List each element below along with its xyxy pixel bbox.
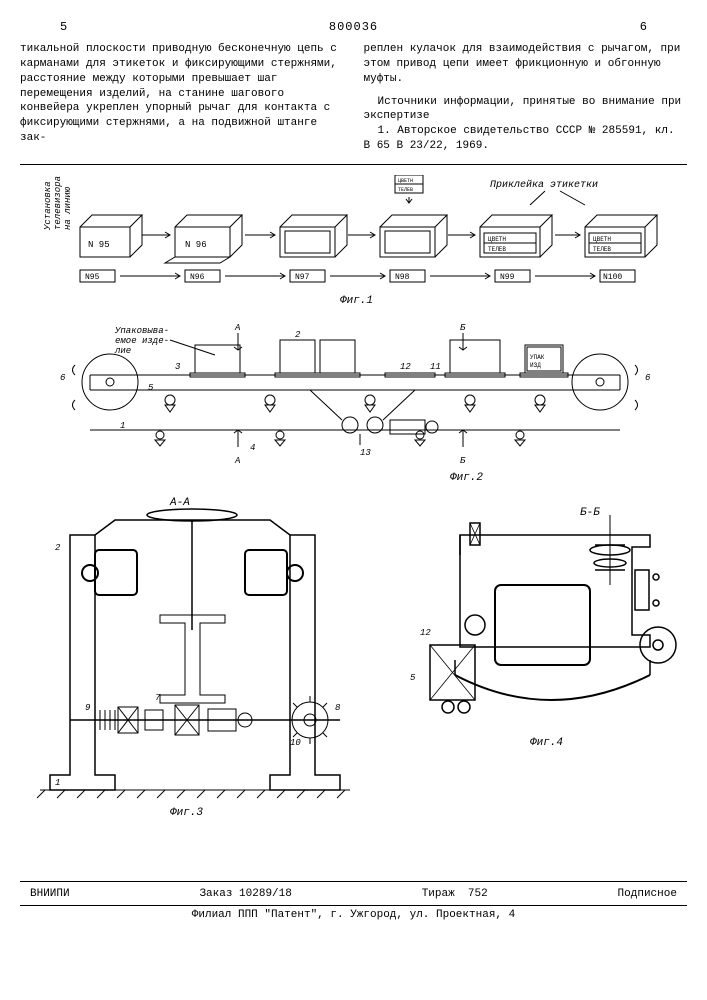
svg-text:9: 9 — [85, 703, 91, 713]
figures-svg: Установка телевизора на линию Приклейка … — [20, 175, 687, 875]
fig3: А-А — [37, 497, 350, 819]
svg-text:N97: N97 — [295, 273, 310, 282]
svg-text:13: 13 — [360, 448, 371, 458]
svg-text:N95: N95 — [85, 273, 100, 282]
fig4: Б-Б — [410, 507, 676, 749]
svg-text:ЦВЕТН: ЦВЕТН — [398, 178, 413, 184]
svg-text:3: 3 — [175, 362, 181, 372]
svg-text:4: 4 — [250, 443, 255, 453]
svg-text:емое изде-: емое изде- — [115, 336, 169, 346]
page-left: 5 — [60, 20, 67, 34]
svg-text:Б: Б — [460, 323, 466, 333]
svg-text:10: 10 — [290, 738, 301, 748]
footer-org: ВНИИПИ — [30, 888, 70, 900]
svg-text:Фиг.3: Фиг.3 — [170, 807, 203, 819]
svg-text:Фиг.1: Фиг.1 — [340, 295, 373, 307]
svg-text:11: 11 — [430, 362, 441, 372]
doc-number: 800036 — [329, 20, 378, 34]
footer: ВНИИПИ Заказ 10289/18 Тираж 752 Подписно… — [20, 881, 687, 921]
left-col-text: тикальной плоскости приводную бесконечну… — [20, 42, 344, 146]
svg-text:Фиг.4: Фиг.4 — [530, 737, 563, 749]
figures: Установка телевизора на линию Приклейка … — [20, 164, 687, 875]
svg-text:ТЕЛЕВ: ТЕЛЕВ — [488, 246, 506, 253]
svg-text:N96: N96 — [190, 273, 205, 282]
svg-text:ЦВЕТН: ЦВЕТН — [593, 236, 611, 243]
svg-text:6: 6 — [645, 373, 651, 383]
left-column: тикальной плоскости приводную бесконечну… — [20, 42, 344, 154]
svg-text:Упаковыва-: Упаковыва- — [114, 326, 169, 336]
svg-text:N 96: N 96 — [185, 240, 207, 250]
footer-sub: Подписное — [618, 888, 677, 900]
svg-text:7: 7 — [155, 693, 161, 703]
svg-text:ТЕЛЕВ: ТЕЛЕВ — [398, 187, 413, 193]
svg-text:ИЗД: ИЗД — [530, 362, 541, 369]
right-col-p1: реплен кулачок для взаимодействия с рыча… — [364, 42, 688, 87]
svg-text:ЦВЕТН: ЦВЕТН — [488, 236, 506, 243]
footer-order: Заказ 10289/18 — [199, 888, 291, 900]
svg-text:N 95: N 95 — [88, 240, 110, 250]
svg-text:N100: N100 — [603, 273, 622, 282]
svg-text:Установка: Установка — [43, 181, 53, 231]
footer-address: Филиал ППП "Патент", г. Ужгород, ул. Про… — [20, 905, 687, 921]
svg-text:УПАК: УПАК — [530, 354, 545, 361]
svg-text:2: 2 — [55, 543, 61, 553]
svg-text:2: 2 — [295, 330, 301, 340]
page-right: 6 — [640, 20, 647, 34]
right-col-heading: Источники информации, принятые во вниман… — [364, 95, 688, 125]
footer-tirazh: 752 — [468, 888, 488, 900]
svg-text:N99: N99 — [500, 273, 515, 282]
svg-text:А: А — [234, 456, 240, 466]
svg-text:А-А: А-А — [169, 497, 190, 509]
svg-text:Приклейка этикетки: Приклейка этикетки — [490, 179, 598, 191]
right-column: реплен кулачок для взаимодействия с рыча… — [364, 42, 688, 154]
svg-text:Б: Б — [460, 456, 466, 466]
fig1: Установка телевизора на линию Приклейка … — [43, 175, 657, 307]
svg-text:1: 1 — [120, 421, 125, 431]
svg-text:5: 5 — [148, 383, 154, 393]
svg-text:Б-Б: Б-Б — [580, 507, 600, 519]
text-columns: тикальной плоскости приводную бесконечну… — [20, 42, 687, 154]
svg-text:А: А — [234, 323, 240, 333]
svg-text:телевизора: телевизора — [53, 176, 63, 230]
svg-text:5: 5 — [410, 673, 416, 683]
svg-text:6: 6 — [60, 373, 66, 383]
svg-text:1: 1 — [55, 778, 60, 788]
svg-text:12: 12 — [400, 362, 411, 372]
svg-text:12: 12 — [420, 628, 431, 638]
svg-text:8: 8 — [335, 703, 341, 713]
footer-tirazh-label: Тираж — [422, 888, 455, 900]
svg-text:N98: N98 — [395, 273, 410, 282]
svg-text:на линию: на линию — [63, 186, 73, 230]
fig2: Упаковыва- емое изде- лие А Б — [60, 323, 651, 484]
svg-text:ТЕЛЕВ: ТЕЛЕВ — [593, 246, 611, 253]
right-col-ref: 1. Авторское свидетельство СССР № 285591… — [364, 124, 688, 154]
svg-text:Фиг.2: Фиг.2 — [450, 472, 483, 484]
